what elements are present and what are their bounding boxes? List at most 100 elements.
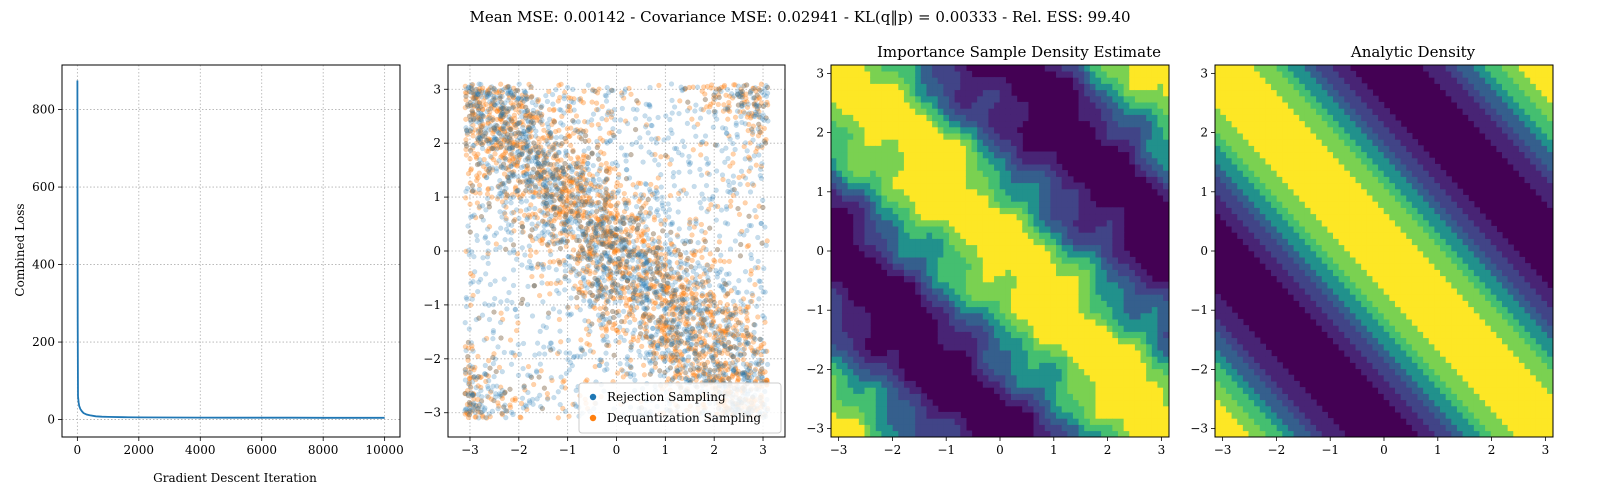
scatter-point xyxy=(570,230,575,235)
scatter-point xyxy=(614,203,619,208)
scatter-point xyxy=(500,126,505,131)
scatter-point xyxy=(748,299,753,304)
scatter-point xyxy=(647,359,652,364)
scatter-point xyxy=(503,120,508,125)
scatter-point xyxy=(563,269,568,274)
scatter-point xyxy=(614,339,619,344)
scatter-point xyxy=(502,203,507,208)
scatter-point xyxy=(648,340,653,345)
scatter-point xyxy=(740,120,745,125)
scatter-point xyxy=(668,238,673,243)
scatter-point xyxy=(489,186,494,191)
scatter-point xyxy=(638,353,643,358)
scatter-point xyxy=(741,362,746,367)
scatter-point xyxy=(556,415,561,420)
scatter-point xyxy=(508,387,513,392)
scatter-point xyxy=(588,329,593,334)
scatter-point xyxy=(629,345,634,350)
scatter-point xyxy=(577,97,582,102)
scatter-point xyxy=(634,98,639,103)
scatter-point xyxy=(515,122,520,127)
scatter-point xyxy=(551,307,556,312)
scatter-point xyxy=(472,269,477,274)
scatter-point xyxy=(549,135,554,140)
scatter-point xyxy=(630,142,635,147)
scatter-point xyxy=(604,351,609,356)
scatter-point xyxy=(591,163,596,168)
scatter-point xyxy=(604,161,609,166)
scatter-point xyxy=(483,415,488,420)
scatter-point xyxy=(647,102,652,107)
scatter-point xyxy=(520,396,525,401)
scatter-point xyxy=(632,195,637,200)
scatter-point xyxy=(576,129,581,134)
scatter-point xyxy=(602,151,607,156)
scatter-point xyxy=(639,218,644,223)
scatter-point xyxy=(638,211,643,216)
scatter-point xyxy=(499,164,504,169)
scatter-point xyxy=(660,195,665,200)
scatter-point xyxy=(563,136,568,141)
scatter-point xyxy=(637,288,642,293)
scatter-point xyxy=(667,117,672,122)
scatter-point xyxy=(701,372,706,377)
scatter-point xyxy=(579,185,584,190)
scatter-point xyxy=(510,151,515,156)
scatter-point xyxy=(678,189,683,194)
scatter-point xyxy=(475,289,480,294)
scatter-point xyxy=(661,278,666,283)
scatter-point xyxy=(611,277,616,282)
scatter-point xyxy=(698,321,703,326)
scatter-point xyxy=(610,326,615,331)
scatter-point xyxy=(752,368,757,373)
scatter-point xyxy=(645,259,650,264)
scatter-point xyxy=(716,102,721,107)
scatter-point xyxy=(537,375,542,380)
scatter-point xyxy=(583,231,588,236)
scatter-point xyxy=(672,244,677,249)
scatter-point xyxy=(732,328,737,333)
scatter-point xyxy=(569,184,574,189)
scatter-point xyxy=(541,267,546,272)
scatter-point xyxy=(680,139,685,144)
scatter-point xyxy=(754,163,759,168)
scatter-point xyxy=(693,305,698,310)
scatter-point xyxy=(677,170,682,175)
scatter-point xyxy=(519,415,524,420)
scatter-point xyxy=(690,117,695,122)
scatter-point xyxy=(702,362,707,367)
scatter-point xyxy=(652,191,657,196)
scatter-point xyxy=(545,99,550,104)
scatter-point xyxy=(735,290,740,295)
scatter-point xyxy=(535,97,540,102)
x-tick-label: 6000 xyxy=(246,443,277,457)
scatter-point xyxy=(476,374,481,379)
scatter-point xyxy=(483,126,488,131)
scatter-point xyxy=(748,166,753,171)
scatter-point xyxy=(477,171,482,176)
scatter-point xyxy=(611,133,616,138)
scatter-point xyxy=(611,315,616,320)
scatter-point xyxy=(470,297,475,302)
scatter-point xyxy=(682,358,687,363)
scatter-point xyxy=(693,287,698,292)
scatter-point xyxy=(685,272,690,277)
scatter-point xyxy=(662,263,667,268)
scatter-point xyxy=(671,353,676,358)
scatter-point xyxy=(748,158,753,163)
scatter-point xyxy=(674,146,679,151)
scatter-point xyxy=(535,341,540,346)
scatter-point xyxy=(725,332,730,337)
scatter-point xyxy=(531,121,536,126)
scatter-point xyxy=(558,329,563,334)
scatter-point xyxy=(515,98,520,103)
scatter-point xyxy=(762,316,767,321)
scatter-point xyxy=(503,237,508,242)
scatter-point xyxy=(655,343,660,348)
scatter-point xyxy=(761,104,766,109)
scatter-point xyxy=(490,117,495,122)
scatter-point xyxy=(596,153,601,158)
scatter-point xyxy=(704,333,709,338)
x-tick-label: 2000 xyxy=(124,443,155,457)
scatter-point xyxy=(554,135,559,140)
